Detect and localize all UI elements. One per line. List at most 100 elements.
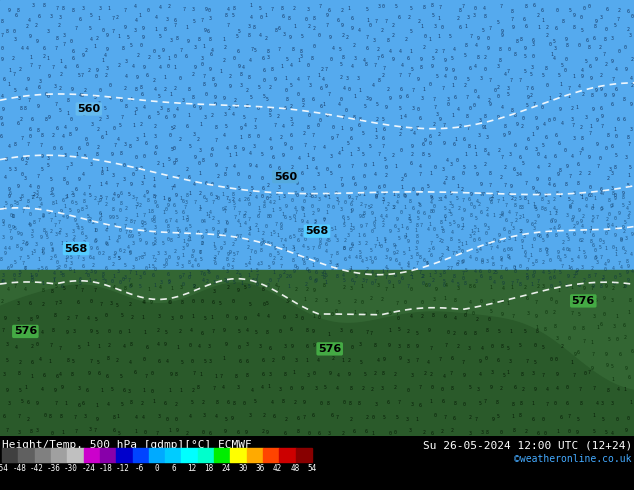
- Text: 2: 2: [441, 429, 443, 434]
- Text: 5: 5: [72, 244, 75, 249]
- Text: 2: 2: [611, 286, 614, 291]
- Text: 5: 5: [566, 284, 569, 289]
- Text: 4: 4: [173, 184, 176, 189]
- Text: 2: 2: [227, 285, 230, 290]
- Text: 2: 2: [89, 218, 92, 222]
- Text: 1: 1: [143, 388, 146, 392]
- Text: 3: 3: [12, 278, 15, 283]
- Text: 5: 5: [41, 168, 44, 172]
- Text: 9: 9: [497, 115, 500, 121]
- Text: 9: 9: [607, 259, 609, 265]
- Text: 1: 1: [94, 45, 96, 49]
- Text: 7: 7: [200, 270, 202, 276]
- Text: 9: 9: [163, 342, 166, 347]
- Text: 7: 7: [323, 218, 326, 223]
- Text: 3: 3: [467, 15, 469, 20]
- Text: 9: 9: [594, 88, 597, 93]
- Text: 5: 5: [359, 250, 361, 255]
- Text: 1: 1: [135, 213, 138, 218]
- Text: 7: 7: [418, 172, 421, 177]
- Text: 3: 3: [253, 145, 256, 149]
- Text: 3: 3: [239, 83, 242, 88]
- Text: 1: 1: [154, 27, 157, 32]
- Text: 1: 1: [567, 265, 571, 270]
- Text: 3: 3: [153, 134, 156, 140]
- Text: 3: 3: [1, 222, 4, 227]
- Text: 8: 8: [486, 430, 489, 435]
- Text: 0: 0: [543, 431, 547, 436]
- Text: 5: 5: [100, 195, 103, 200]
- Text: 6: 6: [156, 204, 158, 209]
- Text: 9: 9: [576, 430, 579, 435]
- Text: 4: 4: [630, 252, 633, 257]
- Text: 0: 0: [135, 155, 138, 160]
- Text: 1: 1: [464, 241, 467, 246]
- Text: 8: 8: [301, 228, 304, 233]
- Text: 5: 5: [331, 227, 334, 232]
- Text: 6: 6: [590, 206, 593, 211]
- Text: 2: 2: [618, 8, 621, 13]
- Text: 2: 2: [503, 165, 506, 170]
- Text: 5: 5: [456, 282, 459, 287]
- Text: 5: 5: [385, 207, 388, 212]
- Text: 2: 2: [273, 200, 276, 205]
- Text: 0: 0: [191, 299, 194, 304]
- Text: 8: 8: [623, 97, 625, 102]
- Text: 3: 3: [385, 255, 387, 261]
- Text: 0: 0: [297, 92, 300, 97]
- Text: 4: 4: [186, 239, 190, 244]
- Text: 9: 9: [369, 97, 372, 102]
- Text: 1: 1: [53, 278, 55, 283]
- Text: 5: 5: [526, 272, 528, 278]
- Text: 2: 2: [331, 356, 334, 361]
- Text: 0: 0: [325, 168, 328, 172]
- Text: 1: 1: [147, 287, 150, 292]
- Text: 6: 6: [238, 359, 241, 364]
- Text: 4: 4: [59, 372, 62, 377]
- Text: 4: 4: [159, 66, 162, 71]
- Text: 8: 8: [464, 281, 467, 287]
- Text: 1: 1: [342, 358, 344, 363]
- Text: 4: 4: [190, 264, 193, 269]
- Text: 9: 9: [399, 95, 402, 100]
- Text: 5: 5: [455, 196, 458, 201]
- Text: 9: 9: [536, 214, 540, 219]
- Text: 8: 8: [561, 19, 564, 24]
- Text: 6: 6: [193, 104, 195, 109]
- Text: 1: 1: [530, 244, 533, 249]
- Text: 5: 5: [13, 200, 16, 205]
- Text: 2: 2: [312, 211, 315, 217]
- Text: 7: 7: [169, 219, 172, 223]
- Text: 3: 3: [117, 269, 119, 274]
- Text: 2: 2: [36, 194, 39, 199]
- Text: 6: 6: [7, 267, 10, 271]
- Text: 1: 1: [358, 88, 361, 93]
- Text: 7: 7: [311, 246, 314, 251]
- Text: 6: 6: [236, 49, 239, 54]
- Text: 6: 6: [589, 64, 592, 69]
- Text: 2: 2: [193, 284, 196, 290]
- Text: 5: 5: [69, 208, 72, 214]
- Text: 4: 4: [559, 258, 561, 263]
- Text: 2: 2: [488, 98, 490, 103]
- Text: 6: 6: [342, 215, 345, 220]
- Text: 4: 4: [479, 372, 482, 377]
- Text: 9: 9: [392, 57, 394, 62]
- Text: 4: 4: [127, 245, 129, 250]
- Text: 4: 4: [581, 147, 584, 152]
- Text: 6: 6: [606, 7, 609, 12]
- Text: 9: 9: [493, 238, 496, 244]
- Text: 5: 5: [342, 222, 345, 228]
- Text: 1: 1: [415, 228, 417, 233]
- Text: 0: 0: [593, 256, 597, 262]
- Text: 6: 6: [70, 200, 73, 205]
- Text: 9: 9: [604, 94, 606, 98]
- Text: 5: 5: [94, 238, 98, 244]
- Text: 7: 7: [465, 96, 468, 100]
- Text: 0: 0: [317, 245, 320, 250]
- Text: 5: 5: [627, 183, 630, 188]
- Text: 7: 7: [74, 26, 77, 31]
- Text: 9: 9: [430, 65, 434, 70]
- Text: 6: 6: [30, 118, 34, 122]
- Text: 568: 568: [65, 244, 87, 254]
